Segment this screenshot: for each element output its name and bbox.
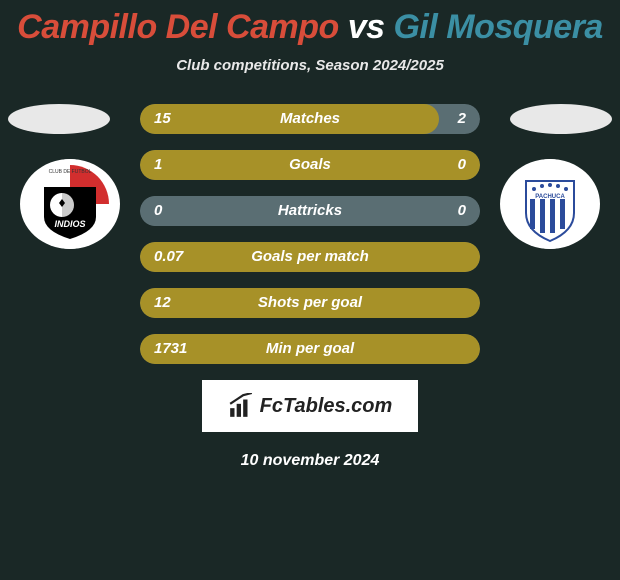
branding-badge[interactable]: FcTables.com <box>202 380 418 432</box>
svg-text:CLUB DE FUTBOL: CLUB DE FUTBOL <box>49 169 92 175</box>
stats-bars: 15Matches21Goals00Hattricks00.07Goals pe… <box>140 104 480 364</box>
chart-icon <box>228 393 254 419</box>
stat-row-hattricks: 0Hattricks0 <box>140 196 480 226</box>
stat-label: Goals <box>140 150 480 180</box>
player-left-name: Campillo Del Campo <box>17 8 339 46</box>
club-left-badge: INDIOS CLUB DE FUTBOL <box>20 159 120 249</box>
player-right-name: Gil Mosquera <box>393 8 602 46</box>
stat-right-value: 0 <box>458 196 466 226</box>
stat-right-value: 2 <box>458 104 466 134</box>
stat-row-goals-per-match: 0.07Goals per match <box>140 242 480 272</box>
stat-label: Goals per match <box>140 242 480 272</box>
club-left-label: INDIOS <box>54 219 85 229</box>
player-right-avatar <box>510 104 612 134</box>
page-title: Campillo Del Campo vs Gil Mosquera <box>0 0 620 47</box>
stat-right-value: 0 <box>458 150 466 180</box>
stat-row-shots-per-goal: 12Shots per goal <box>140 288 480 318</box>
date-text: 10 november 2024 <box>0 452 620 470</box>
player-left-avatar <box>8 104 110 134</box>
branding-text: FcTables.com <box>260 395 393 418</box>
club-right-label: PACHUCA <box>535 194 565 200</box>
comparison-area: INDIOS CLUB DE FUTBOL PACHUCA 15Matches2… <box>0 104 620 364</box>
subtitle: Club competitions, Season 2024/2025 <box>0 57 620 74</box>
stat-label: Min per goal <box>140 334 480 364</box>
stat-row-matches: 15Matches2 <box>140 104 480 134</box>
stat-label: Matches <box>140 104 480 134</box>
stat-row-min-per-goal: 1731Min per goal <box>140 334 480 364</box>
stat-label: Shots per goal <box>140 288 480 318</box>
stat-row-goals: 1Goals0 <box>140 150 480 180</box>
stat-label: Hattricks <box>140 196 480 226</box>
vs-text: vs <box>339 8 394 46</box>
club-right-badge: PACHUCA <box>500 159 600 249</box>
